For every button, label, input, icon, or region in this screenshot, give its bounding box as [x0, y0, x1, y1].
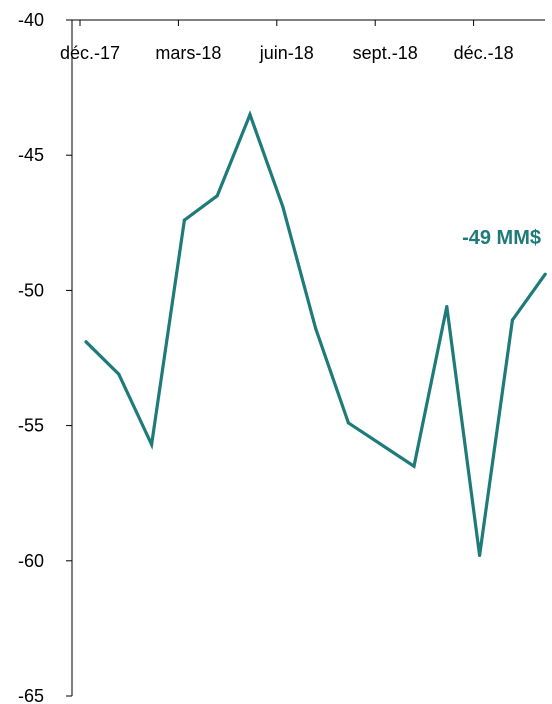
series-point: [478, 553, 482, 557]
y-tick-label: -60: [18, 551, 44, 571]
chart-axes: [66, 19, 545, 696]
series-point: [84, 340, 88, 344]
series-point: [346, 421, 350, 425]
series-point: [215, 194, 219, 198]
series-point: [445, 305, 449, 309]
series-point: [412, 464, 416, 468]
series-points: [84, 113, 547, 557]
last-value-annotation: -49 MM$: [462, 227, 541, 249]
y-tick-label: -45: [18, 145, 44, 165]
series-point: [510, 318, 514, 322]
x-axis-ticks: déc.-17 mars-18 juin-18 sept.-18 déc.-18: [60, 20, 514, 63]
y-tick-label: -55: [18, 416, 44, 436]
x-tick-label: déc.-18: [454, 43, 514, 63]
series-point: [182, 218, 186, 222]
series-point: [281, 204, 285, 209]
y-tick-label: -50: [18, 280, 44, 300]
series-point: [314, 326, 318, 330]
x-tick-label: sept.-18: [353, 43, 418, 63]
x-tick-label: déc.-17: [60, 43, 120, 63]
series-point: [150, 442, 154, 447]
y-tick-label: -40: [18, 10, 44, 30]
y-tick-label: -65: [18, 686, 44, 704]
series-line: [84, 110, 547, 556]
y-axis-ticks: -40 -45 -50 -55 -60 -65: [18, 10, 72, 704]
series-point: [543, 272, 547, 276]
series-point: [117, 372, 121, 376]
x-tick-label: mars-18: [155, 43, 221, 63]
x-tick-label: juin-18: [259, 43, 314, 63]
series-point: [248, 113, 252, 117]
